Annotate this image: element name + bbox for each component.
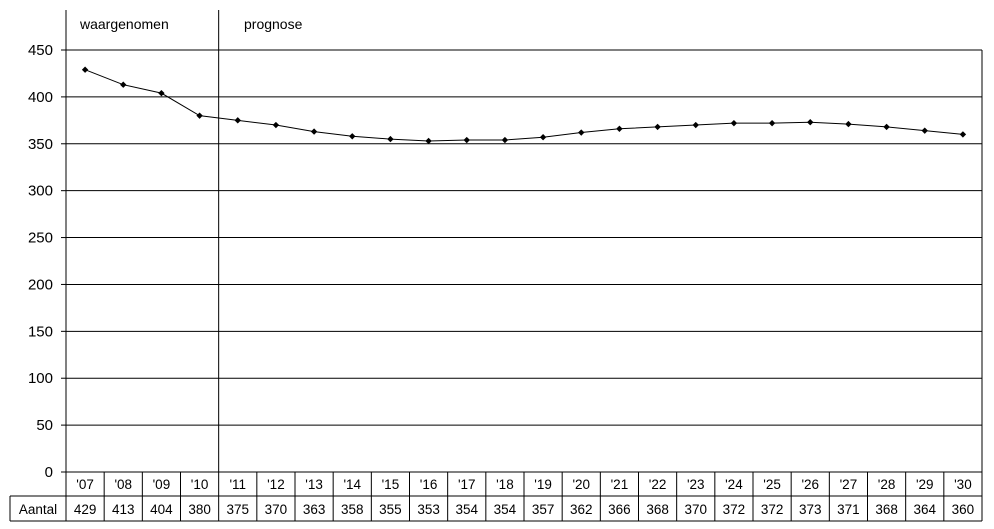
- table-value-cell: 363: [303, 502, 326, 517]
- x-tick-label: '19: [534, 477, 552, 492]
- table-value-cell: 353: [417, 502, 440, 517]
- x-tick-label: '18: [496, 477, 514, 492]
- table-value-cell: 364: [913, 502, 936, 517]
- table-value-cell: 357: [532, 502, 555, 517]
- x-tick-label: '26: [801, 477, 819, 492]
- x-tick-label: '09: [153, 477, 171, 492]
- data-point-marker: [272, 121, 280, 129]
- data-point-marker: [730, 119, 738, 127]
- table-value-cell: 370: [684, 502, 707, 517]
- table-value-cell: 413: [112, 502, 135, 517]
- data-point-marker: [616, 125, 623, 132]
- x-tick-label: '16: [420, 477, 438, 492]
- x-tick-label: '21: [611, 477, 629, 492]
- data-point-marker: [959, 131, 967, 138]
- table-value-cell: 354: [455, 502, 478, 517]
- data-point-marker: [120, 81, 127, 88]
- phase-label-observed: waargenomen: [79, 16, 169, 32]
- x-tick-label: '27: [840, 477, 858, 492]
- table-value-cell: 375: [226, 502, 249, 517]
- x-tick-label: '24: [725, 477, 743, 492]
- y-tick-label: 150: [28, 323, 53, 340]
- table-value-cell: 368: [875, 502, 898, 517]
- table-value-cell: 373: [799, 502, 822, 517]
- y-tick-label: 250: [28, 230, 53, 247]
- data-point-marker: [845, 120, 852, 128]
- y-tick-label: 200: [28, 276, 53, 293]
- data-point-marker: [310, 128, 318, 135]
- y-tick-label: 50: [36, 417, 53, 434]
- y-tick-label: 350: [28, 136, 53, 153]
- data-point-marker: [921, 127, 928, 134]
- y-tick-label: 450: [28, 42, 53, 59]
- x-tick-label: '25: [763, 477, 781, 492]
- x-tick-label: '07: [76, 477, 94, 492]
- series-line: [81, 66, 967, 145]
- data-point-marker: [349, 133, 356, 140]
- data-point-marker: [654, 123, 661, 131]
- data-table: Aantal '07 429 '08 413 '09 404 '10 380 '11 375 '12 3…: [9, 472, 982, 522]
- table-value-cell: 362: [570, 502, 593, 517]
- data-point-marker: [81, 66, 89, 73]
- x-tick-label: '14: [343, 477, 361, 492]
- table-value-cell: 358: [341, 502, 364, 517]
- phase-labels: waargenomen prognose: [79, 16, 303, 32]
- data-point-marker: [196, 112, 203, 119]
- y-tick-label: 300: [28, 183, 53, 200]
- table-value-cell: 404: [150, 502, 173, 517]
- data-point-marker: [539, 134, 547, 141]
- x-tick-label: '22: [649, 477, 667, 492]
- x-tick-label: '13: [305, 477, 323, 492]
- x-tick-label: '15: [382, 477, 400, 492]
- data-point-marker: [768, 119, 776, 127]
- x-tick-label: '08: [114, 477, 132, 492]
- y-tick-label: 100: [28, 370, 53, 387]
- x-tick-label: '28: [878, 477, 896, 492]
- table-value-cell: 368: [646, 502, 669, 517]
- data-point-marker: [807, 119, 814, 126]
- data-point-marker: [578, 129, 585, 136]
- gridlines: [66, 10, 983, 521]
- y-tick-label: 0: [45, 464, 53, 481]
- table-value-cell: 370: [265, 502, 288, 517]
- x-tick-label: '23: [687, 477, 705, 492]
- table-value-cell: 371: [837, 502, 860, 517]
- x-tick-label: '29: [916, 477, 934, 492]
- data-point-marker: [692, 121, 699, 129]
- data-point-marker: [158, 89, 165, 97]
- table-value-cell: 380: [188, 502, 211, 517]
- x-tick-label: '11: [229, 477, 246, 492]
- phase-label-forecast: prognose: [244, 16, 303, 32]
- table-value-cell: 429: [74, 502, 97, 517]
- data-point-marker: [387, 135, 394, 143]
- data-point-marker: [883, 123, 890, 131]
- x-tick-label: '30: [954, 477, 972, 492]
- table-row-label: Aantal: [19, 502, 57, 517]
- data-point-marker: [234, 117, 241, 124]
- data-point-marker: [463, 136, 470, 144]
- data-point-marker: [501, 136, 509, 144]
- y-tick-label: 400: [28, 89, 53, 106]
- x-tick-label: '12: [267, 477, 285, 492]
- series-line-aantal: [84, 69, 963, 142]
- x-tick-label: '10: [191, 477, 209, 492]
- table-value-cell: 366: [608, 502, 631, 517]
- x-tick-label: '17: [458, 477, 476, 492]
- data-point-marker: [425, 137, 432, 145]
- y-axis: 0 50 100 150 200 250 300 350 400 450: [28, 10, 67, 521]
- x-tick-label: '20: [572, 477, 590, 492]
- table-value-cell: 372: [723, 502, 746, 517]
- table-value-cell: 360: [952, 502, 975, 517]
- table-value-cell: 372: [761, 502, 784, 517]
- table-value-cell: 355: [379, 502, 402, 517]
- table-value-cell: 354: [494, 502, 517, 517]
